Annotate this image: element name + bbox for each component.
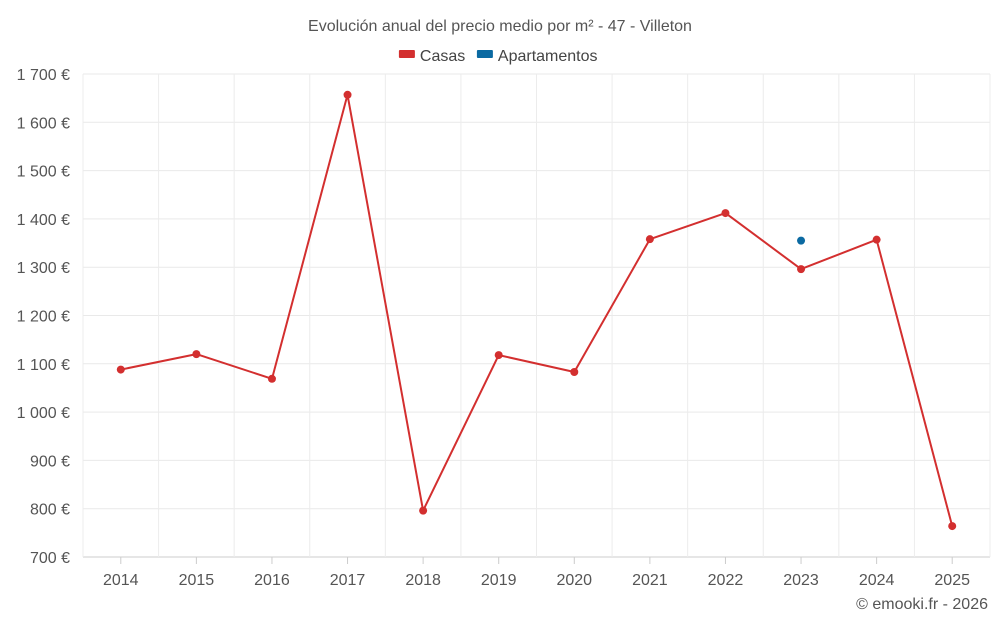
data-point-casas-2025[interactable]	[948, 522, 957, 531]
legend-label-apartamentos: Apartamentos	[498, 48, 598, 65]
data-point-casas-2014[interactable]	[116, 365, 125, 374]
chart-title: Evolución anual del precio medio por m² …	[308, 18, 692, 35]
y-tick-label: 1 000 €	[17, 405, 70, 422]
x-tick-label: 2018	[405, 572, 441, 589]
x-tick-label: 2015	[179, 572, 215, 589]
legend: Casas Apartamentos	[398, 48, 598, 65]
data-point-casas-2019[interactable]	[494, 351, 503, 360]
data-point-casas-2015[interactable]	[192, 350, 201, 359]
gridlines	[82, 73, 991, 558]
data-point-casas-2016[interactable]	[267, 374, 276, 383]
data-point-casas-2023[interactable]	[797, 265, 806, 274]
series-layer	[116, 90, 957, 531]
y-tick-label: 1 600 €	[17, 115, 70, 132]
x-tick-label: 2024	[859, 572, 895, 589]
x-tick-label: 2014	[103, 572, 139, 589]
legend-swatch-apartamentos	[476, 50, 493, 58]
x-tick-label: 2022	[708, 572, 744, 589]
data-point-casas-2022[interactable]	[721, 209, 730, 218]
y-tick-label: 900 €	[30, 453, 70, 470]
data-point-casas-2020[interactable]	[570, 368, 579, 377]
chart-credit: © emooki.fr - 2026	[856, 596, 988, 613]
y-tick-label: 700 €	[30, 550, 70, 567]
series-line-casas	[120, 93, 954, 527]
legend-item-apartamentos[interactable]: Apartamentos	[476, 48, 598, 65]
y-tick-label: 1 300 €	[17, 260, 70, 277]
data-point-casas-2021[interactable]	[645, 235, 654, 244]
x-tick-label: 2019	[481, 572, 517, 589]
x-tick-label: 2025	[934, 572, 970, 589]
data-point-casas-2018[interactable]	[419, 506, 428, 515]
x-axis: 2014 2015 2016 2017 2018 2019 2020 2021 2022 2023…	[103, 557, 970, 589]
x-tick-label: 2016	[254, 572, 290, 589]
y-tick-label: 1 400 €	[17, 212, 70, 229]
legend-swatch-casas	[398, 50, 415, 58]
data-point-casas-2024[interactable]	[872, 235, 881, 244]
y-tick-label: 800 €	[30, 502, 70, 519]
legend-item-casas[interactable]: Casas	[398, 48, 465, 65]
y-tick-label: 1 200 €	[17, 309, 70, 326]
x-tick-label: 2021	[632, 572, 668, 589]
y-tick-label: 1 500 €	[17, 164, 70, 181]
x-tick-label: 2020	[556, 572, 592, 589]
x-tick-label: 2023	[783, 572, 819, 589]
y-axis: 700 € 800 € 900 € 1 000 € 1 100 € 1 200 € 1 30…	[17, 67, 70, 567]
y-tick-label: 1 700 €	[17, 67, 70, 84]
data-point-apartamentos-2023[interactable]	[797, 236, 806, 245]
legend-label-casas: Casas	[420, 48, 465, 65]
x-tick-label: 2017	[330, 572, 366, 589]
y-tick-label: 1 100 €	[17, 357, 70, 374]
data-point-casas-2017[interactable]	[343, 90, 352, 99]
